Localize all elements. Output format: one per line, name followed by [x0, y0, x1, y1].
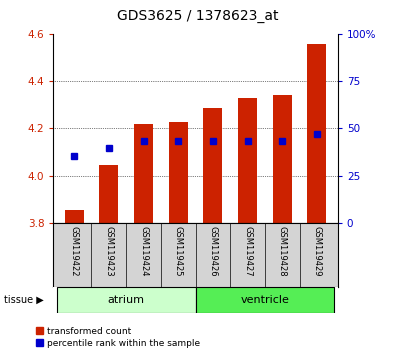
- Text: GSM119427: GSM119427: [243, 226, 252, 277]
- Text: GSM119429: GSM119429: [312, 226, 322, 277]
- Bar: [196, 287, 334, 313]
- Text: ventricle: ventricle: [241, 295, 289, 305]
- Bar: [307, 44, 326, 223]
- Text: GSM119424: GSM119424: [139, 226, 148, 277]
- Text: GSM119425: GSM119425: [174, 226, 182, 277]
- Bar: [65, 210, 84, 223]
- Bar: [203, 108, 222, 223]
- Text: GSM119428: GSM119428: [278, 226, 287, 277]
- Bar: [57, 287, 196, 313]
- Text: GDS3625 / 1378623_at: GDS3625 / 1378623_at: [117, 9, 278, 23]
- Bar: [169, 122, 188, 223]
- Text: GSM119423: GSM119423: [104, 226, 113, 277]
- Bar: [238, 98, 257, 223]
- Text: GSM119422: GSM119422: [70, 226, 79, 277]
- Text: tissue ▶: tissue ▶: [4, 295, 44, 305]
- Bar: [134, 124, 153, 223]
- Text: GSM119426: GSM119426: [209, 226, 217, 277]
- Bar: [99, 165, 118, 223]
- Text: atrium: atrium: [108, 295, 145, 305]
- Bar: [273, 95, 292, 223]
- Legend: transformed count, percentile rank within the sample: transformed count, percentile rank withi…: [36, 327, 200, 348]
